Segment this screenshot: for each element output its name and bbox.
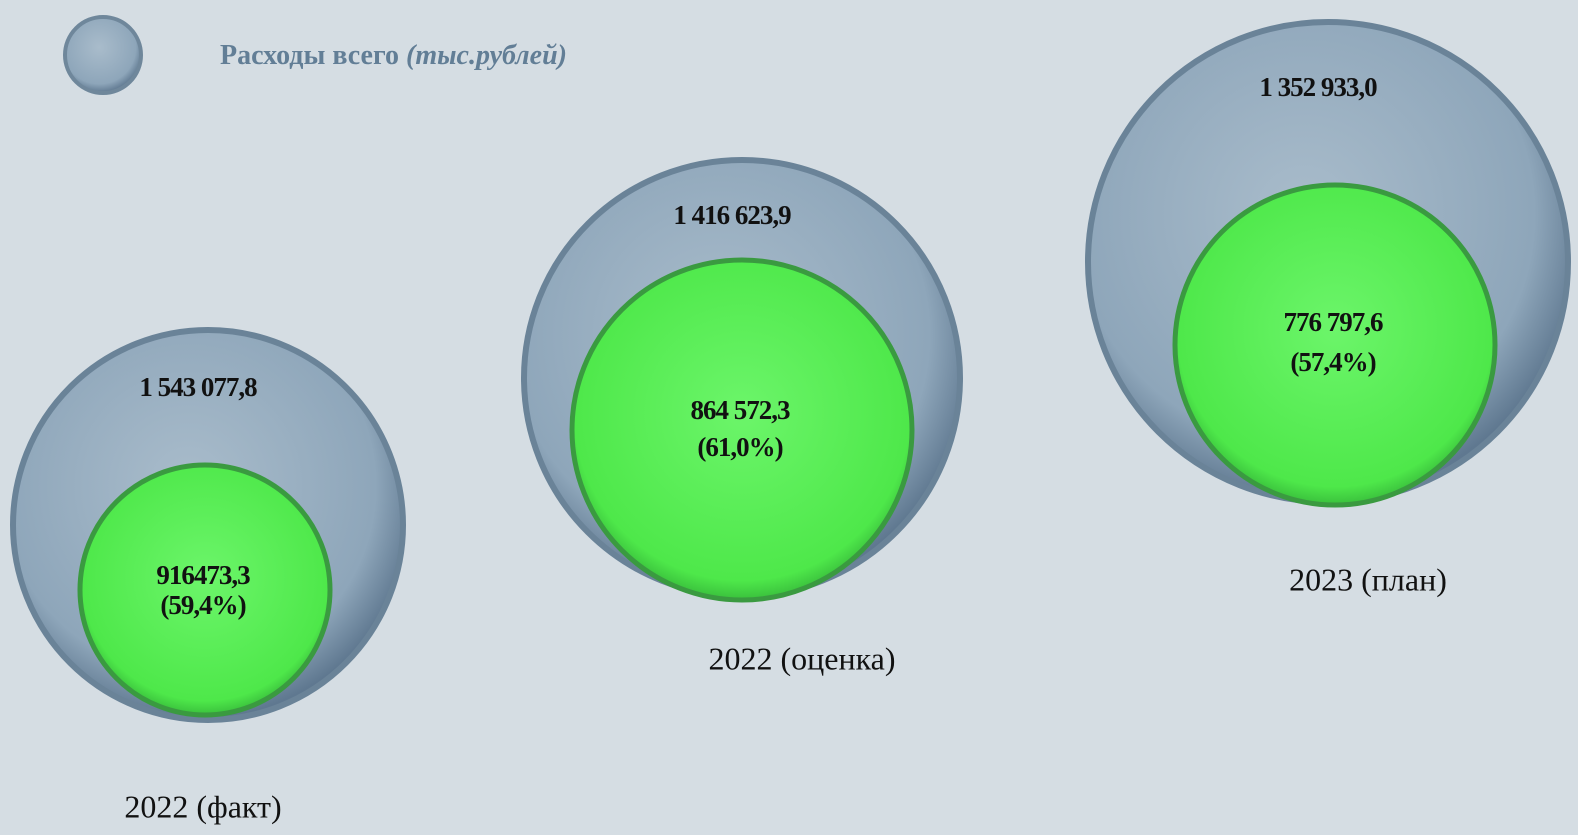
part-value: 864 572,3	[691, 395, 791, 425]
inner-circle	[569, 257, 915, 603]
total-value: 1 543 077,8	[139, 372, 257, 402]
year-label: 2023 (план)	[1289, 561, 1447, 597]
unit: (тыс.рублей)	[406, 40, 567, 71]
total-value: 1 352 933,0	[1259, 72, 1377, 102]
header-icon	[63, 15, 143, 95]
header: Расходы всего (тыс.рублей)	[220, 40, 567, 71]
inner-circle	[1172, 182, 1498, 508]
part-value: 776 797,6	[1284, 307, 1384, 337]
year-label: 2022 (факт)	[124, 788, 281, 824]
year-label: 2022 (оценка)	[708, 640, 895, 676]
title: Расходы всего	[220, 40, 399, 71]
part-value: 916473,3	[156, 560, 250, 590]
inner-circle	[77, 462, 333, 718]
total-value: 1 416 623,9	[673, 200, 791, 230]
part-share: (57,4%)	[1290, 347, 1375, 377]
part-share: (59,4%)	[160, 590, 245, 620]
part-share: (61,0%)	[697, 432, 782, 462]
